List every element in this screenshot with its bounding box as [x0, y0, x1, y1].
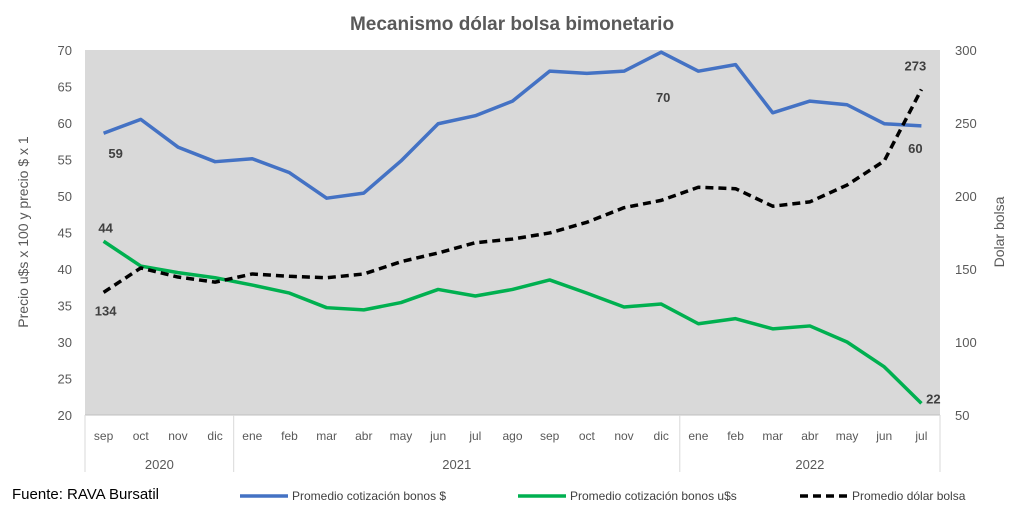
y-tick-label: 35 — [58, 299, 72, 314]
y-tick-label: 30 — [58, 335, 72, 350]
source-note: Fuente: RAVA Bursatil — [12, 486, 160, 503]
x-tick-label: dic — [654, 429, 669, 443]
x-tick-label: abr — [355, 429, 372, 443]
x-tick-label: nov — [614, 429, 633, 443]
x-tick-label: ene — [242, 429, 262, 443]
x-tick-label: jul — [914, 429, 927, 443]
y2-tick-label: 100 — [955, 335, 977, 350]
data-label: 22 — [926, 391, 940, 406]
x-tick-label: feb — [281, 429, 298, 443]
chart-title: Mecanismo dólar bolsa bimonetario — [350, 14, 674, 35]
y-tick-label: 20 — [58, 408, 72, 423]
data-label: 44 — [98, 220, 113, 235]
x-tick-label: feb — [727, 429, 744, 443]
y2-tick-label: 300 — [955, 43, 977, 58]
x-tick-label: oct — [133, 429, 150, 443]
data-label: 134 — [95, 303, 117, 318]
x-tick-label: may — [836, 429, 859, 443]
y-tick-label: 55 — [58, 153, 72, 168]
data-label: 60 — [908, 141, 922, 156]
series-line-1 — [102, 239, 923, 405]
data-label: 59 — [108, 146, 122, 161]
y-tick-label: 45 — [58, 226, 72, 241]
y-tick-label: 25 — [58, 372, 72, 387]
x-tick-label: dic — [207, 429, 222, 443]
series-line-0 — [102, 50, 922, 200]
legend-entry: Promedio cotización bonos $ — [292, 489, 446, 503]
x-tick-label: ago — [502, 429, 522, 443]
year-label: 2021 — [442, 457, 471, 472]
y2-tick-label: 150 — [955, 262, 977, 277]
year-label: 2020 — [145, 457, 174, 472]
x-tick-label: may — [390, 429, 413, 443]
legend-entry: Promedio cotización bonos u$s — [570, 489, 737, 503]
y2-tick-label: 250 — [955, 116, 977, 131]
data-label: 70 — [656, 90, 670, 105]
y-tick-label: 50 — [58, 189, 72, 204]
y2-tick-label: 50 — [955, 408, 969, 423]
y-tick-label: 40 — [58, 262, 72, 277]
y2-axis-label: Dolar bolsa — [991, 196, 1007, 267]
y-tick-label: 65 — [58, 80, 72, 95]
x-tick-label: jun — [429, 429, 446, 443]
x-tick-label: sep — [540, 429, 560, 443]
series-line-2 — [102, 88, 923, 294]
x-tick-label: sep — [94, 429, 114, 443]
y-axis-label: Precio u$s x 100 y precio $ x 1 — [15, 136, 31, 328]
year-label: 2022 — [795, 457, 824, 472]
x-tick-label: abr — [801, 429, 818, 443]
data-label: 273 — [905, 58, 927, 73]
x-tick-label: jun — [875, 429, 892, 443]
x-tick-label: oct — [579, 429, 596, 443]
x-tick-label: jul — [468, 429, 481, 443]
x-tick-label: mar — [762, 429, 783, 443]
y2-tick-label: 200 — [955, 189, 977, 204]
x-tick-label: ene — [688, 429, 708, 443]
y-tick-label: 60 — [58, 116, 72, 131]
legend-entry: Promedio dólar bolsa — [852, 489, 966, 503]
plot-area — [85, 50, 940, 415]
x-tick-label: nov — [168, 429, 187, 443]
x-tick-label: mar — [316, 429, 337, 443]
y-tick-label: 70 — [58, 43, 72, 58]
